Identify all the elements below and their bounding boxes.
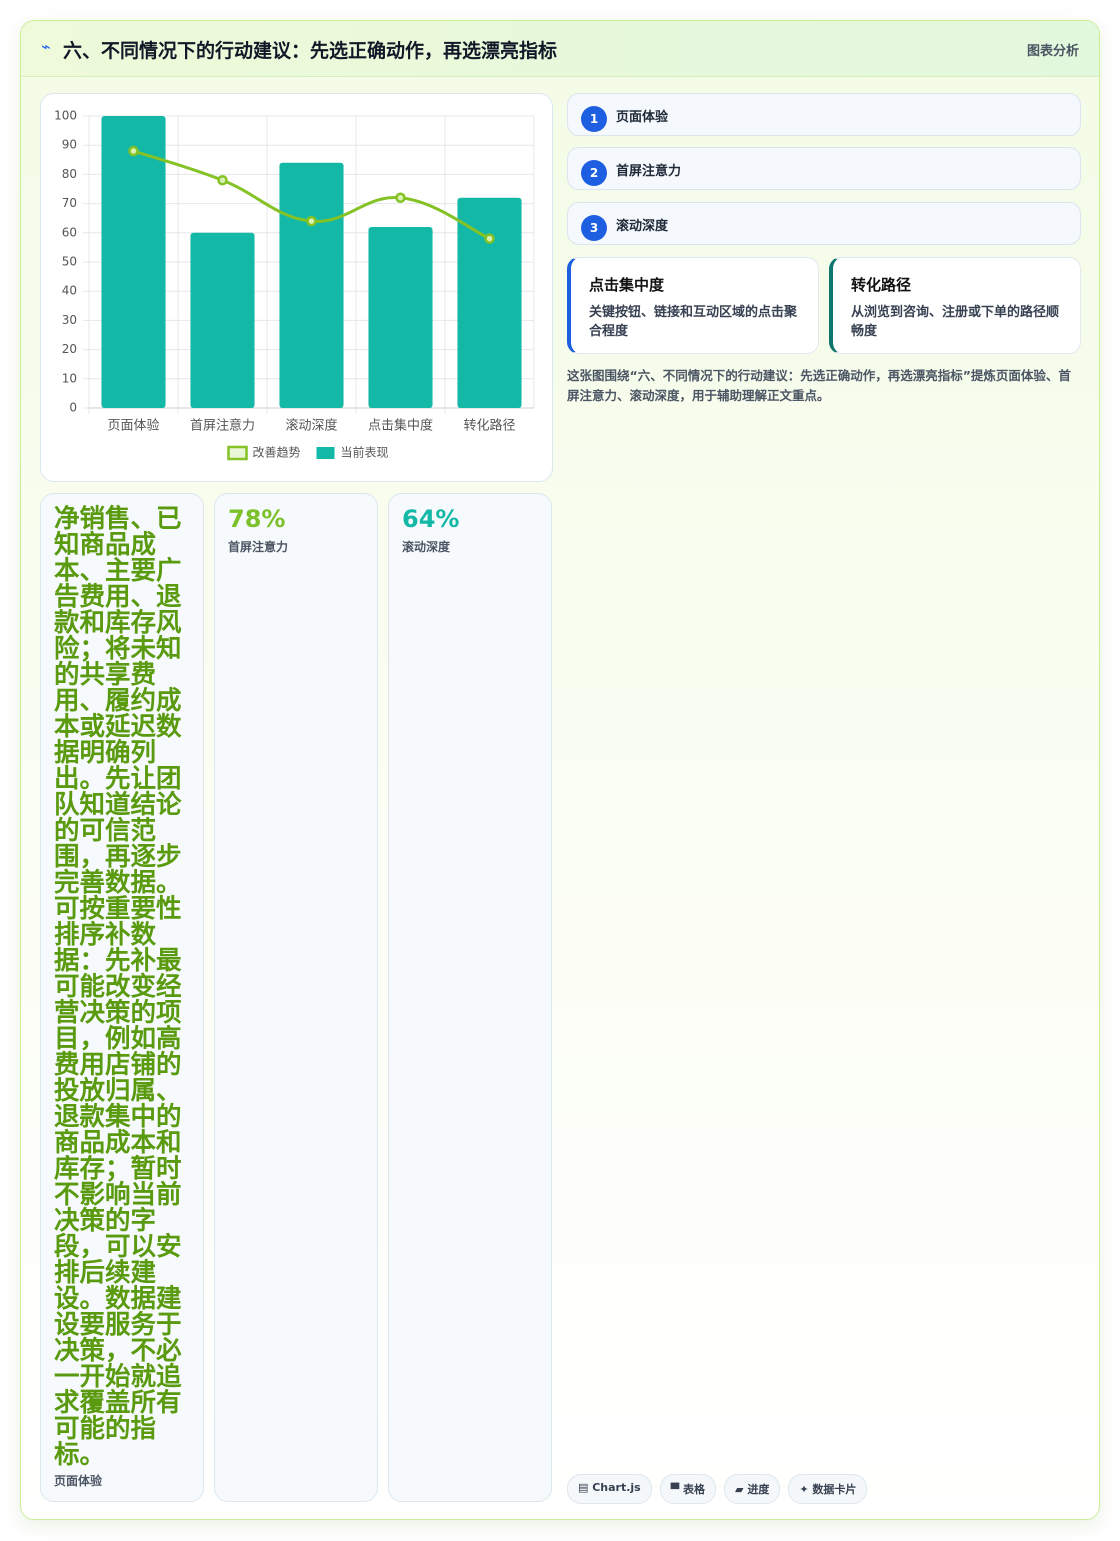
bar <box>457 197 522 408</box>
stat-label: 页面体验 <box>54 1474 103 1488</box>
step-label: 页面体验 <box>616 110 669 125</box>
legend-swatch <box>316 447 335 459</box>
bar <box>101 116 166 408</box>
info-text: 从浏览到咨询、注册或下单的路径顺畅度 <box>851 305 1060 339</box>
header-icon: ⌁ <box>41 37 51 56</box>
bar <box>190 232 255 408</box>
bar <box>368 226 433 408</box>
stat-value: 64% <box>402 505 460 533</box>
stat-value: 净销售、已知商品成本、主要广告费用、退款和库存风险；将未知的共享费用、履约成本或… <box>54 504 182 1470</box>
y-tick-label: 10 <box>62 371 77 385</box>
step-number: 3 <box>581 215 607 241</box>
y-tick-label: 50 <box>62 255 77 269</box>
bar <box>279 162 344 408</box>
x-tick-label: 转化路径 <box>463 418 515 434</box>
stat-card: 净销售、已知商品成本、主要广告费用、退款和库存风险；将未知的共享费用、履约成本或… <box>40 493 204 1502</box>
x-tick-label: 页面体验 <box>107 418 159 434</box>
legend-label: 当前表现 <box>341 445 389 460</box>
header-tag[interactable]: 图表分析 <box>1026 44 1079 59</box>
stat-label: 首屏注意力 <box>228 540 289 554</box>
y-tick-label: 90 <box>62 138 77 152</box>
tag[interactable]: ▤ Chart.js <box>567 1474 652 1504</box>
trend-point <box>128 145 139 157</box>
legend-swatch <box>227 445 248 461</box>
x-tick-label: 点击集中度 <box>368 418 433 434</box>
trend-point <box>217 174 228 186</box>
trend-point <box>484 233 495 244</box>
info-card: 点击集中度 关键按钮、链接和互动区域的点击聚合程度 <box>567 257 819 354</box>
stat-value: 78% <box>228 505 286 533</box>
y-tick-label: 20 <box>62 342 77 356</box>
chart: 0 10 20 30 40 50 60 70 80 90 100 页面体验 首屏注意力 滚动深度 点击集中度… <box>54 109 535 461</box>
y-tick-label: 60 <box>62 225 77 239</box>
header-title: 六、不同情况下的行动建议：先选正确动作，再选漂亮指标 <box>63 40 558 62</box>
info-card: 转化路径 从浏览到咨询、注册或下单的路径顺畅度 <box>829 257 1081 354</box>
panel: ⌁ 六、不同情况下的行动建议：先选正确动作，再选漂亮指标 图表分析 0 10 20 3… <box>20 20 1100 1520</box>
x-tick-label: 首屏注意力 <box>190 418 255 434</box>
legend-label: 改善趋势 <box>253 445 301 460</box>
y-tick-label: 0 <box>69 401 77 415</box>
step: 3 滚动深度 <box>567 202 1081 245</box>
info-title: 点击集中度 <box>589 276 665 294</box>
stat-card: 64% 滚动深度 <box>388 493 552 1502</box>
step: 1 页面体验 <box>567 93 1081 136</box>
tag[interactable]: ▀ 表格 <box>659 1474 717 1504</box>
tag[interactable]: ▰ 进度 <box>724 1474 781 1504</box>
x-tick-label: 滚动深度 <box>285 418 337 434</box>
trend-point <box>306 215 317 227</box>
y-tick-label: 30 <box>62 313 77 327</box>
tag[interactable]: ✦ 数据卡片 <box>788 1474 868 1504</box>
info-title: 转化路径 <box>851 276 912 294</box>
stat-card: 78% 首屏注意力 <box>214 493 378 1502</box>
y-tick-label: 80 <box>62 167 77 181</box>
step: 2 首屏注意力 <box>567 147 1081 190</box>
chart-card: 0 10 20 30 40 50 60 70 80 90 100 页面体验 首屏注意力 滚动深度 点击集中度… <box>40 93 553 482</box>
step-label: 滚动深度 <box>616 219 669 234</box>
y-tick-label: 70 <box>62 196 77 210</box>
tag-list: ▤ Chart.js ▀ 表格 ▰ 进度 ✦ 数据卡片 <box>567 1474 868 1504</box>
y-tick-label: 100 <box>54 109 77 123</box>
info-text: 关键按钮、链接和互动区域的点击聚合程度 <box>589 305 798 339</box>
stat-label: 滚动深度 <box>402 540 451 554</box>
y-tick-label: 40 <box>62 284 77 298</box>
step-number: 2 <box>581 160 607 186</box>
step-label: 首屏注意力 <box>616 164 682 179</box>
note: 这张图围绕“六、不同情况下的行动建议：先选正确动作，再选漂亮指标”提炼页面体验、… <box>567 368 1071 403</box>
header: ⌁ 六、不同情况下的行动建议：先选正确动作，再选漂亮指标 图表分析 <box>21 21 1099 77</box>
trend-point <box>395 192 406 204</box>
step-number: 1 <box>581 106 607 132</box>
